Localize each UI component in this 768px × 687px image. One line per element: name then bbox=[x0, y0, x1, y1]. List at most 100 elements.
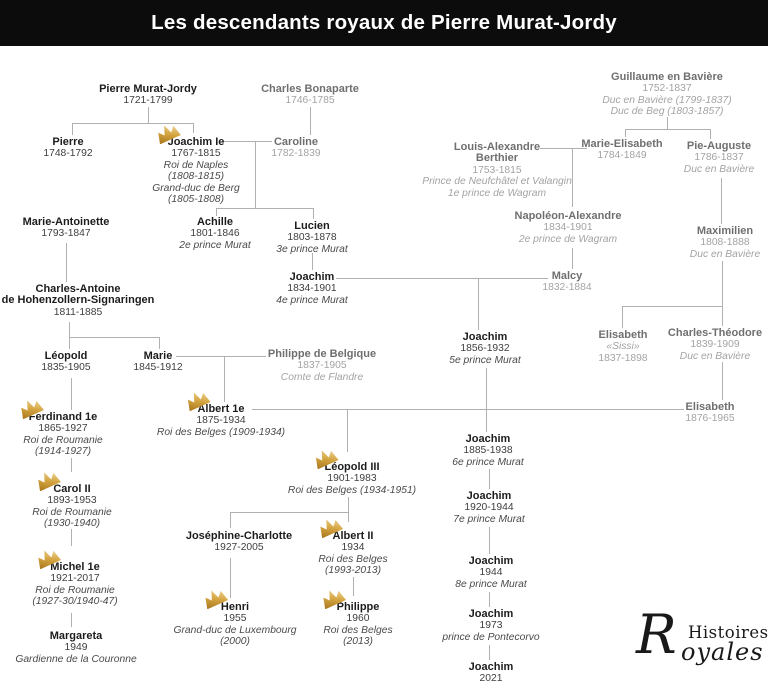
person-node-ferdinand-1e: Ferdinand 1e 1865-1927 Roi de Roumanie (191… bbox=[21, 400, 103, 458]
person-name: Marie-Elisabeth bbox=[581, 138, 663, 150]
connector-line bbox=[353, 577, 354, 596]
person-node-joachim-7e: Joachim 1920-1944 7e prince Murat bbox=[453, 490, 525, 525]
person-name: Pie-Auguste bbox=[686, 140, 752, 152]
person-name: Joachim Ie bbox=[167, 136, 225, 148]
connector-line bbox=[176, 356, 266, 357]
person-dates: 1934 bbox=[341, 542, 365, 554]
person-node-henri: Henri 1955 Grand-duc de Luxembourg (2000) bbox=[173, 590, 297, 648]
person-name: Joachim bbox=[468, 661, 514, 673]
person-dates: 1834-1901 bbox=[543, 222, 593, 234]
person-name: Berthier bbox=[475, 152, 519, 165]
connector-line bbox=[66, 243, 67, 282]
connector-line bbox=[721, 178, 722, 224]
person-dates: 1944 bbox=[479, 567, 503, 579]
person-dates: 1752-1837 bbox=[642, 83, 692, 95]
person-dates: 1835-1905 bbox=[41, 362, 91, 374]
connector-line bbox=[69, 337, 160, 338]
person-title: Duc en Bavière bbox=[689, 248, 761, 260]
person-node-charles-theodore: Charles-Théodore 1839-1909 Duc en Bavière bbox=[667, 327, 763, 362]
person-node-albert-ii: Albert II 1934 Roi des Belges (1993-2013) bbox=[318, 519, 388, 577]
person-name: Albert 1e bbox=[197, 403, 245, 415]
person-title: Roi de Roumanie bbox=[35, 584, 115, 596]
person-title: Duc en Bavière (1799-1837) bbox=[602, 94, 732, 106]
person-name: Guillaume en Bavière bbox=[611, 71, 723, 83]
connector-line bbox=[159, 337, 160, 349]
person-title: Grand-duc de Berg bbox=[152, 182, 240, 194]
person-title: 7e prince Murat bbox=[453, 513, 525, 525]
person-title: Roi des Belges (1909-1934) bbox=[156, 426, 286, 438]
person-node-pierre: Pierre 1748-1792 bbox=[43, 136, 93, 160]
person-dates: 1786-1837 bbox=[694, 152, 744, 164]
person-dates: 1748-1792 bbox=[43, 148, 93, 160]
person-dates: 2021 bbox=[479, 673, 503, 685]
person-dates: 1803-1878 bbox=[287, 232, 337, 244]
person-dates: 1753-1815 bbox=[472, 164, 522, 176]
person-title: (1914-1927) bbox=[34, 446, 92, 458]
connector-line bbox=[312, 253, 313, 270]
person-name: Pierre bbox=[52, 136, 84, 148]
person-dates: 1784-1849 bbox=[597, 150, 647, 162]
person-dates: 1920-1944 bbox=[464, 502, 514, 514]
person-dates: 1927-2005 bbox=[214, 542, 264, 554]
logo-initial: R bbox=[636, 603, 677, 666]
connector-line bbox=[722, 306, 723, 326]
person-node-josephine-charlotte: Joséphine-Charlotte 1927-2005 bbox=[186, 530, 292, 554]
connector-line bbox=[216, 208, 314, 209]
connector-line bbox=[625, 129, 711, 130]
person-title: 1e prince de Wagram bbox=[447, 187, 547, 199]
person-title: Roi de Roumanie bbox=[23, 434, 103, 446]
connector-line bbox=[540, 148, 587, 149]
person-title: (1805-1808) bbox=[167, 194, 225, 206]
person-title: 5e prince Murat bbox=[449, 354, 521, 366]
person-dates: 1973 bbox=[479, 620, 503, 632]
connector-line bbox=[255, 141, 256, 208]
person-name: Caroline bbox=[273, 136, 318, 148]
person-name: Elisabeth bbox=[598, 329, 648, 341]
connector-line bbox=[722, 261, 723, 307]
person-name: Louis-Alexandre bbox=[453, 141, 541, 153]
person-title: Gardienne de la Couronne bbox=[15, 653, 137, 665]
person-title: Grand-duc de Luxembourg bbox=[173, 624, 297, 636]
person-name: Marie-Antoinette bbox=[22, 216, 110, 228]
person-node-maximilien: Maximilien 1808-1888 Duc en Bavière bbox=[689, 225, 761, 260]
connector-line bbox=[71, 378, 72, 410]
person-dates: 1865-1927 bbox=[38, 423, 88, 435]
connector-line bbox=[667, 117, 668, 130]
connector-line bbox=[348, 512, 349, 522]
connector-line bbox=[348, 497, 349, 513]
connector-line bbox=[71, 458, 72, 472]
connector-line bbox=[489, 645, 490, 660]
person-name: Joachim bbox=[466, 490, 512, 502]
person-title: (2013) bbox=[343, 636, 373, 648]
person-node-charles-antoine: Charles-Antoine de Hohenzollern-Signaring… bbox=[2, 283, 155, 318]
connector-line bbox=[710, 129, 711, 139]
person-name: Joachim bbox=[468, 555, 514, 567]
person-title: 8e prince Murat bbox=[455, 578, 527, 590]
person-name: Napoléon-Alexandre bbox=[514, 210, 622, 222]
page-title: Les descendants royaux de Pierre Murat-J… bbox=[151, 11, 617, 34]
connector-line bbox=[230, 558, 231, 598]
person-node-joachim-4e: Joachim 1834-1901 4e prince Murat bbox=[276, 271, 348, 306]
person-name: Pierre Murat-Jordy bbox=[99, 83, 197, 95]
connector-line bbox=[489, 592, 490, 607]
connector-line bbox=[313, 208, 314, 219]
connector-line bbox=[71, 529, 72, 546]
person-node-leopold-iii: Léopold III 1901-1983 Roi des Belges (1934… bbox=[288, 450, 416, 496]
person-name: Michel 1e bbox=[50, 561, 100, 573]
person-name: Maximilien bbox=[696, 225, 754, 237]
connector-line bbox=[336, 278, 548, 279]
person-node-joachim-1e: Joachim Ie 1767-1815 Roi de Naples (1808-18… bbox=[152, 125, 240, 206]
person-name: Marie bbox=[143, 350, 173, 362]
person-dates: 1811-1885 bbox=[53, 306, 103, 318]
connector-line bbox=[572, 248, 573, 269]
person-node-guillaume-en-baviere: Guillaume en Bavière 1752-1837 Duc en Bavi… bbox=[602, 71, 732, 118]
person-name: Joachim bbox=[468, 608, 514, 620]
person-dates: 1793-1847 bbox=[41, 228, 91, 240]
connector-line bbox=[193, 123, 194, 133]
person-dates: 1782-1839 bbox=[271, 148, 321, 160]
person-name: Elisabeth bbox=[685, 401, 735, 413]
connector-line bbox=[69, 337, 70, 349]
person-name: Charles-Théodore bbox=[667, 327, 763, 339]
person-node-joachim-6e: Joachim 1885-1938 6e prince Murat bbox=[452, 433, 524, 468]
